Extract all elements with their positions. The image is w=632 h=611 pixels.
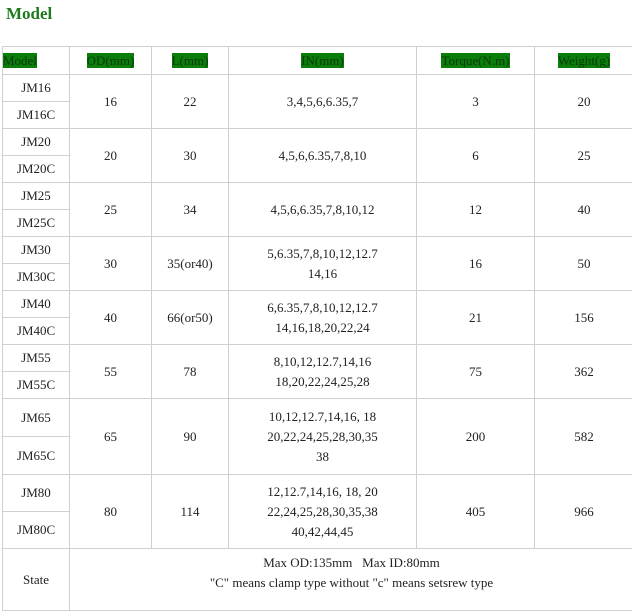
od-value: 80 bbox=[70, 475, 152, 549]
in-values: 3,4,5,6,6.35,7 bbox=[229, 75, 417, 129]
model-name: JM25 bbox=[3, 183, 70, 210]
in-line: 8,10,12,12.7,14,16 bbox=[229, 352, 416, 372]
weight-value: 362 bbox=[535, 345, 632, 399]
torque-value: 75 bbox=[417, 345, 535, 399]
state-row: State Max OD:135mm Max ID:80mm "C" means… bbox=[3, 549, 632, 611]
header-label: L(mm) bbox=[172, 53, 209, 68]
header-od: OD(mm) bbox=[70, 47, 152, 75]
state-line-type: "C" means clamp type without "c" means s… bbox=[70, 573, 632, 593]
header-label: Weight(g) bbox=[558, 53, 610, 68]
weight-value: 20 bbox=[535, 75, 632, 129]
in-line: 5,6.35,7,8,10,12,12.7 bbox=[229, 244, 416, 264]
model-name: JM55C bbox=[3, 372, 70, 399]
torque-value: 405 bbox=[417, 475, 535, 549]
header-model: Model bbox=[3, 47, 70, 75]
state-line-max: Max OD:135mm Max ID:80mm bbox=[70, 553, 632, 573]
in-line: 4,5,6,6.35,7,8,10 bbox=[229, 146, 416, 166]
header-row: Model OD(mm) L(mm) IN(mm) Torque(N.m) We… bbox=[3, 47, 632, 75]
l-value: 34 bbox=[152, 183, 229, 237]
in-line: 20,22,24,25,28,30,35 bbox=[229, 427, 416, 447]
header-label: Model bbox=[3, 53, 37, 68]
model-name: JM30C bbox=[3, 264, 70, 291]
torque-value: 16 bbox=[417, 237, 535, 291]
header-in: IN(mm) bbox=[229, 47, 417, 75]
state-label: State bbox=[3, 549, 70, 611]
l-value: 35(or40) bbox=[152, 237, 229, 291]
in-line: 4,5,6,6.35,7,8,10,12 bbox=[229, 200, 416, 220]
in-line: 40,42,44,45 bbox=[229, 522, 416, 542]
state-notes: Max OD:135mm Max ID:80mm "C" means clamp… bbox=[70, 549, 632, 611]
l-value: 66(or50) bbox=[152, 291, 229, 345]
model-name: JM80C bbox=[3, 512, 70, 549]
l-value: 90 bbox=[152, 399, 229, 475]
od-value: 30 bbox=[70, 237, 152, 291]
in-line: 22,24,25,28,30,35,38 bbox=[229, 502, 416, 522]
header-label: Torque(N.m) bbox=[441, 53, 509, 68]
l-value: 78 bbox=[152, 345, 229, 399]
weight-value: 40 bbox=[535, 183, 632, 237]
l-value: 114 bbox=[152, 475, 229, 549]
model-name: JM65C bbox=[3, 437, 70, 475]
model-name: JM65 bbox=[3, 399, 70, 437]
in-line: 14,16 bbox=[229, 264, 416, 284]
model-name: JM20 bbox=[3, 129, 70, 156]
in-line: 12,12.7,14,16, 18, 20 bbox=[229, 482, 416, 502]
od-value: 20 bbox=[70, 129, 152, 183]
in-line: 38 bbox=[229, 447, 416, 467]
weight-value: 966 bbox=[535, 475, 632, 549]
torque-value: 21 bbox=[417, 291, 535, 345]
weight-value: 25 bbox=[535, 129, 632, 183]
l-value: 30 bbox=[152, 129, 229, 183]
model-name: JM80 bbox=[3, 475, 70, 512]
header-l: L(mm) bbox=[152, 47, 229, 75]
section-title: Model bbox=[6, 4, 52, 24]
od-value: 16 bbox=[70, 75, 152, 129]
model-name: JM20C bbox=[3, 156, 70, 183]
model-name: JM25C bbox=[3, 210, 70, 237]
header-torque: Torque(N.m) bbox=[417, 47, 535, 75]
model-spec-table: Model OD(mm) L(mm) IN(mm) Torque(N.m) We… bbox=[2, 46, 632, 611]
header-label: OD(mm) bbox=[87, 53, 135, 68]
model-name: JM40C bbox=[3, 318, 70, 345]
l-value: 22 bbox=[152, 75, 229, 129]
in-line: 18,20,22,24,25,28 bbox=[229, 372, 416, 392]
model-name: JM55 bbox=[3, 345, 70, 372]
od-value: 25 bbox=[70, 183, 152, 237]
in-line: 14,16,18,20,22,24 bbox=[229, 318, 416, 338]
od-value: 40 bbox=[70, 291, 152, 345]
torque-value: 3 bbox=[417, 75, 535, 129]
model-name: JM16 bbox=[3, 75, 70, 102]
in-line: 10,12,12.7,14,16, 18 bbox=[229, 407, 416, 427]
in-line: 3,4,5,6,6.35,7 bbox=[229, 92, 416, 112]
in-values: 4,5,6,6.35,7,8,10 bbox=[229, 129, 417, 183]
od-value: 55 bbox=[70, 345, 152, 399]
torque-value: 200 bbox=[417, 399, 535, 475]
in-line: 6,6.35,7,8,10,12,12.7 bbox=[229, 298, 416, 318]
torque-value: 12 bbox=[417, 183, 535, 237]
od-value: 65 bbox=[70, 399, 152, 475]
weight-value: 582 bbox=[535, 399, 632, 475]
torque-value: 6 bbox=[417, 129, 535, 183]
model-name: JM16C bbox=[3, 102, 70, 129]
weight-value: 156 bbox=[535, 291, 632, 345]
header-label: IN(mm) bbox=[301, 53, 344, 68]
header-weight: Weight(g) bbox=[535, 47, 632, 75]
in-values: 4,5,6,6.35,7,8,10,12 bbox=[229, 183, 417, 237]
model-name: JM40 bbox=[3, 291, 70, 318]
model-name: JM30 bbox=[3, 237, 70, 264]
weight-value: 50 bbox=[535, 237, 632, 291]
